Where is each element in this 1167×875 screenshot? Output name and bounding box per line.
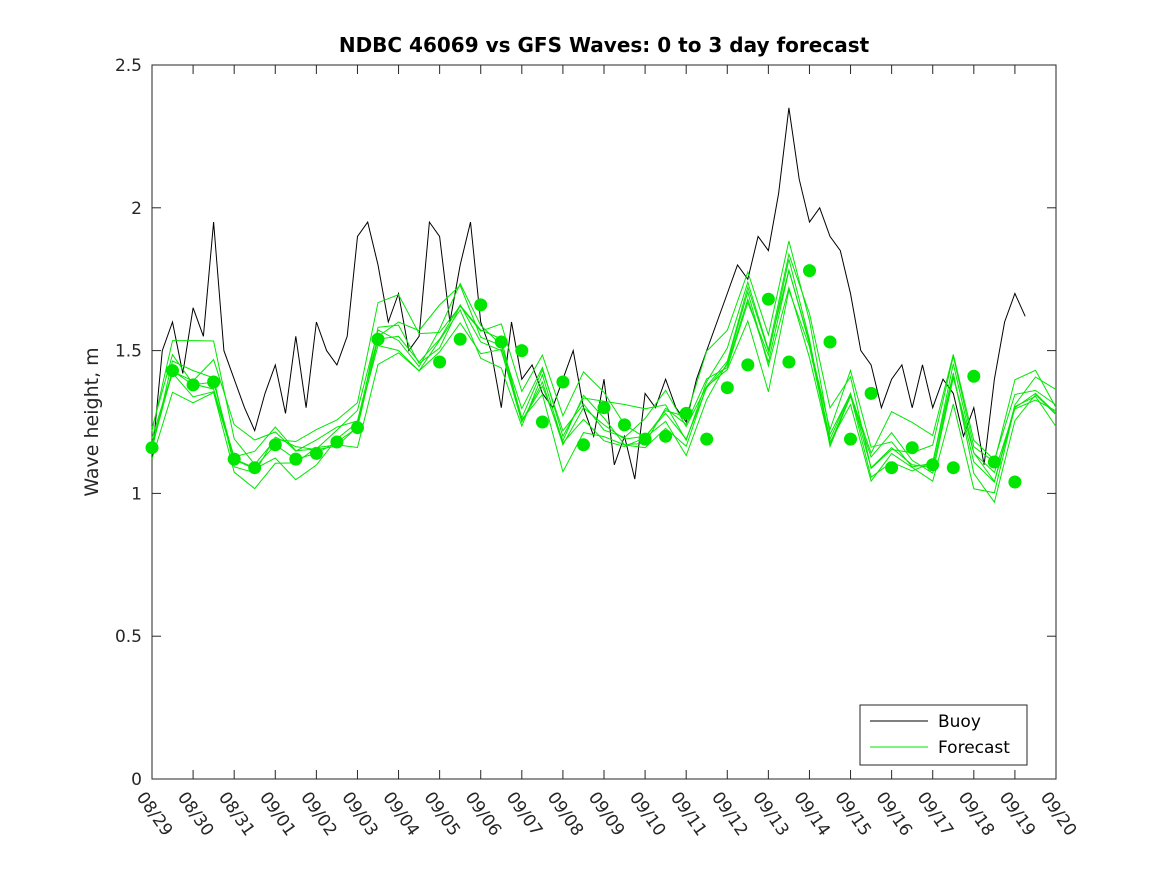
forecast-line <box>151 285 1057 504</box>
series-layer <box>145 107 1057 504</box>
forecast-point <box>330 435 344 449</box>
legend-box <box>859 704 1028 766</box>
forecast-line <box>151 267 1057 483</box>
forecast-point <box>453 332 467 346</box>
forecast-point <box>946 461 960 475</box>
forecast-point <box>309 446 323 460</box>
forecast-point <box>268 438 282 452</box>
legend: Buoy Forecast <box>859 704 1028 766</box>
y-axis-label: Wave height, m <box>81 347 103 496</box>
forecast-point <box>967 369 981 383</box>
forecast-point <box>741 358 755 372</box>
forecast-point <box>351 421 364 435</box>
y-tick-label: 1 <box>131 484 142 504</box>
forecast-point <box>926 458 940 472</box>
forecast-line <box>151 259 1057 475</box>
forecast-point <box>227 452 241 466</box>
y-tick-label: 0.5 <box>115 627 142 647</box>
forecast-point <box>761 292 775 306</box>
forecast-point <box>803 264 816 278</box>
legend-forecast-label: Forecast <box>938 738 1010 758</box>
y-tick-label: 2.5 <box>115 56 142 76</box>
forecast-point <box>535 415 549 429</box>
y-axis: 0 0.5 1 1.5 2 2.5 <box>115 56 1056 790</box>
forecast-point <box>700 432 714 446</box>
y-tick-label: 0 <box>131 770 142 790</box>
forecast-point <box>987 455 1001 469</box>
forecast-point <box>638 432 652 446</box>
forecast-point <box>494 335 508 349</box>
forecast-point <box>885 461 899 475</box>
plot-area <box>151 64 1057 780</box>
y-tick-label: 2 <box>131 199 142 219</box>
forecast-point <box>556 375 570 389</box>
chart-title: NDBC 46069 vs GFS Waves: 0 to 3 day fore… <box>339 33 870 57</box>
forecast-point <box>823 335 837 349</box>
forecast-point <box>618 418 631 432</box>
forecast-point <box>433 355 447 369</box>
forecast-point <box>659 429 673 443</box>
forecast-point <box>844 432 857 446</box>
buoy-line <box>151 107 1026 480</box>
forecast-point <box>679 406 693 420</box>
forecast-point <box>577 438 590 452</box>
forecast-point <box>207 375 221 389</box>
forecast-line <box>151 240 1057 466</box>
forecast-point <box>248 461 262 475</box>
forecast-point <box>474 298 488 312</box>
forecast-point <box>186 378 200 392</box>
forecast-point <box>864 386 878 400</box>
forecast-point <box>289 452 303 466</box>
forecast-point <box>371 332 385 346</box>
legend-buoy-label: Buoy <box>938 712 981 732</box>
forecast-point <box>1008 475 1022 489</box>
forecast-point <box>782 355 796 369</box>
y-tick-label: 1.5 <box>115 342 142 362</box>
forecast-line <box>151 288 1057 494</box>
forecast-point <box>720 381 734 395</box>
forecast-point <box>597 401 611 415</box>
forecast-point <box>515 344 529 358</box>
forecast-point <box>905 441 919 455</box>
forecast-point <box>166 364 179 378</box>
forecast-point <box>145 441 159 455</box>
